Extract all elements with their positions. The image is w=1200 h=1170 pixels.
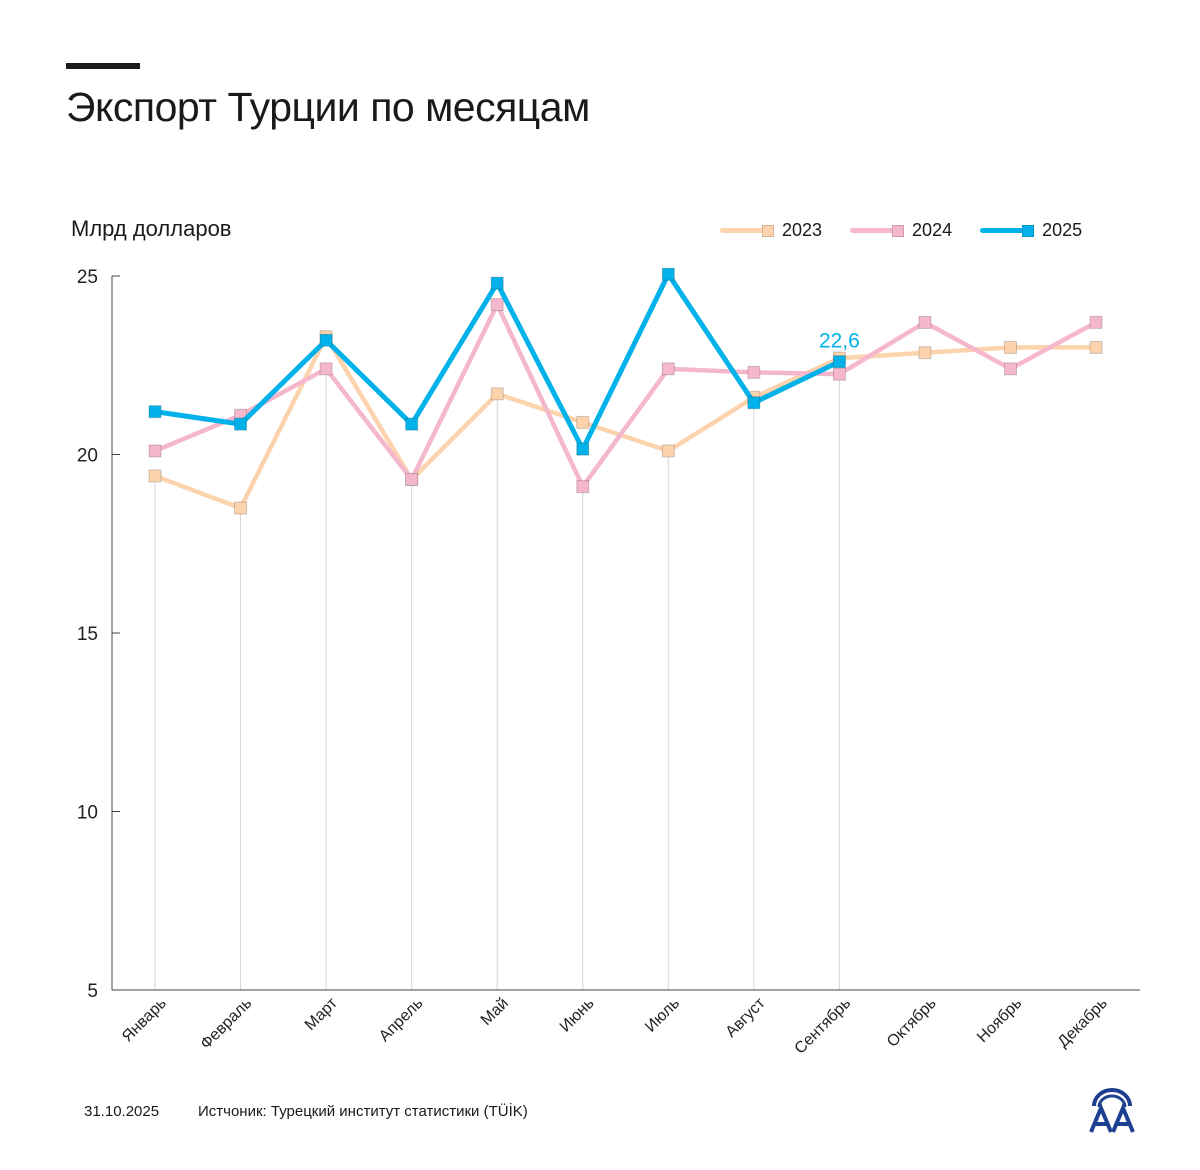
data-point-2024 (661, 362, 675, 376)
x-tick-label: Июнь (557, 995, 598, 1036)
y-tick-label: 15 (77, 624, 98, 645)
x-tick-label: Март (302, 994, 342, 1034)
data-point-2025 (832, 355, 846, 369)
legend: 2023 2024 2025 (720, 220, 1082, 241)
data-point-2023 (490, 387, 504, 401)
title-accent-bar (66, 63, 140, 69)
x-tick-label: Август (723, 994, 770, 1041)
data-point-2024 (319, 362, 333, 376)
data-point-2025 (747, 396, 761, 410)
data-point-2023 (148, 469, 162, 483)
legend-line (720, 228, 764, 233)
footer-date: 31.10.2025 (84, 1103, 160, 1120)
x-tick-label: Январь (119, 995, 170, 1046)
legend-marker (892, 224, 905, 237)
data-point-2024 (490, 298, 504, 312)
x-tick-label: Сентябрь (792, 995, 855, 1058)
page-title: Экспорт Турции по месяцам (66, 84, 590, 130)
x-tick-label: Декабрь (1055, 995, 1111, 1051)
legend-item-2024: 2024 (850, 220, 952, 241)
data-point-2024 (747, 365, 761, 379)
x-tick-label: Июль (642, 995, 683, 1036)
data-point-2023 (661, 444, 675, 458)
legend-marker (1022, 224, 1035, 237)
y-axis-label: Млрд долларов (71, 216, 232, 241)
data-point-2025 (405, 417, 419, 431)
legend-label: 2025 (1042, 220, 1083, 240)
data-point-2023 (918, 346, 932, 360)
data-point-2024 (1089, 315, 1103, 329)
data-point-2024 (832, 367, 846, 381)
y-tick-label: 5 (87, 981, 98, 1002)
data-point-2024 (1004, 362, 1017, 376)
data-point-2023 (576, 415, 590, 429)
x-tick-label: Апрель (376, 995, 426, 1045)
legend-marker (762, 224, 774, 237)
y-tick-label: 20 (77, 446, 98, 467)
series-line-2024 (154, 302, 1098, 489)
data-point-2025 (576, 442, 590, 456)
data-point-2024 (405, 472, 419, 486)
aa-logo (1088, 1088, 1136, 1139)
y-tick-label: 25 (77, 267, 98, 288)
data-point-2023 (1004, 340, 1017, 354)
data-point-2024 (148, 444, 162, 458)
data-point-2025 (490, 276, 504, 290)
x-tick-label: Май (478, 995, 512, 1029)
footer-source: Истчоник: Турецкий институт статистики (… (198, 1103, 528, 1120)
legend-line (980, 228, 1025, 233)
data-point-2025 (148, 405, 162, 419)
x-tick-label: Февраль (197, 995, 255, 1053)
legend-item-2025: 2025 (980, 220, 1082, 241)
data-point-2025 (319, 333, 333, 347)
legend-line (850, 228, 895, 233)
data-point-2025 (234, 417, 248, 431)
series-line-2023 (154, 334, 1097, 511)
x-tick-label: Октябрь (884, 995, 940, 1051)
legend-label: 2023 (782, 220, 823, 240)
legend-item-2023: 2023 (720, 220, 822, 241)
legend-label: 2024 (912, 220, 953, 240)
x-tick-label: Ноябрь (974, 995, 1025, 1046)
data-point-2024 (576, 480, 590, 494)
data-point-2024 (918, 315, 932, 329)
data-label: 22,6 (819, 330, 860, 353)
data-point-2025 (661, 267, 675, 281)
data-point-2023 (1089, 340, 1103, 354)
y-tick-label: 10 (77, 803, 98, 824)
data-point-2023 (234, 501, 248, 515)
